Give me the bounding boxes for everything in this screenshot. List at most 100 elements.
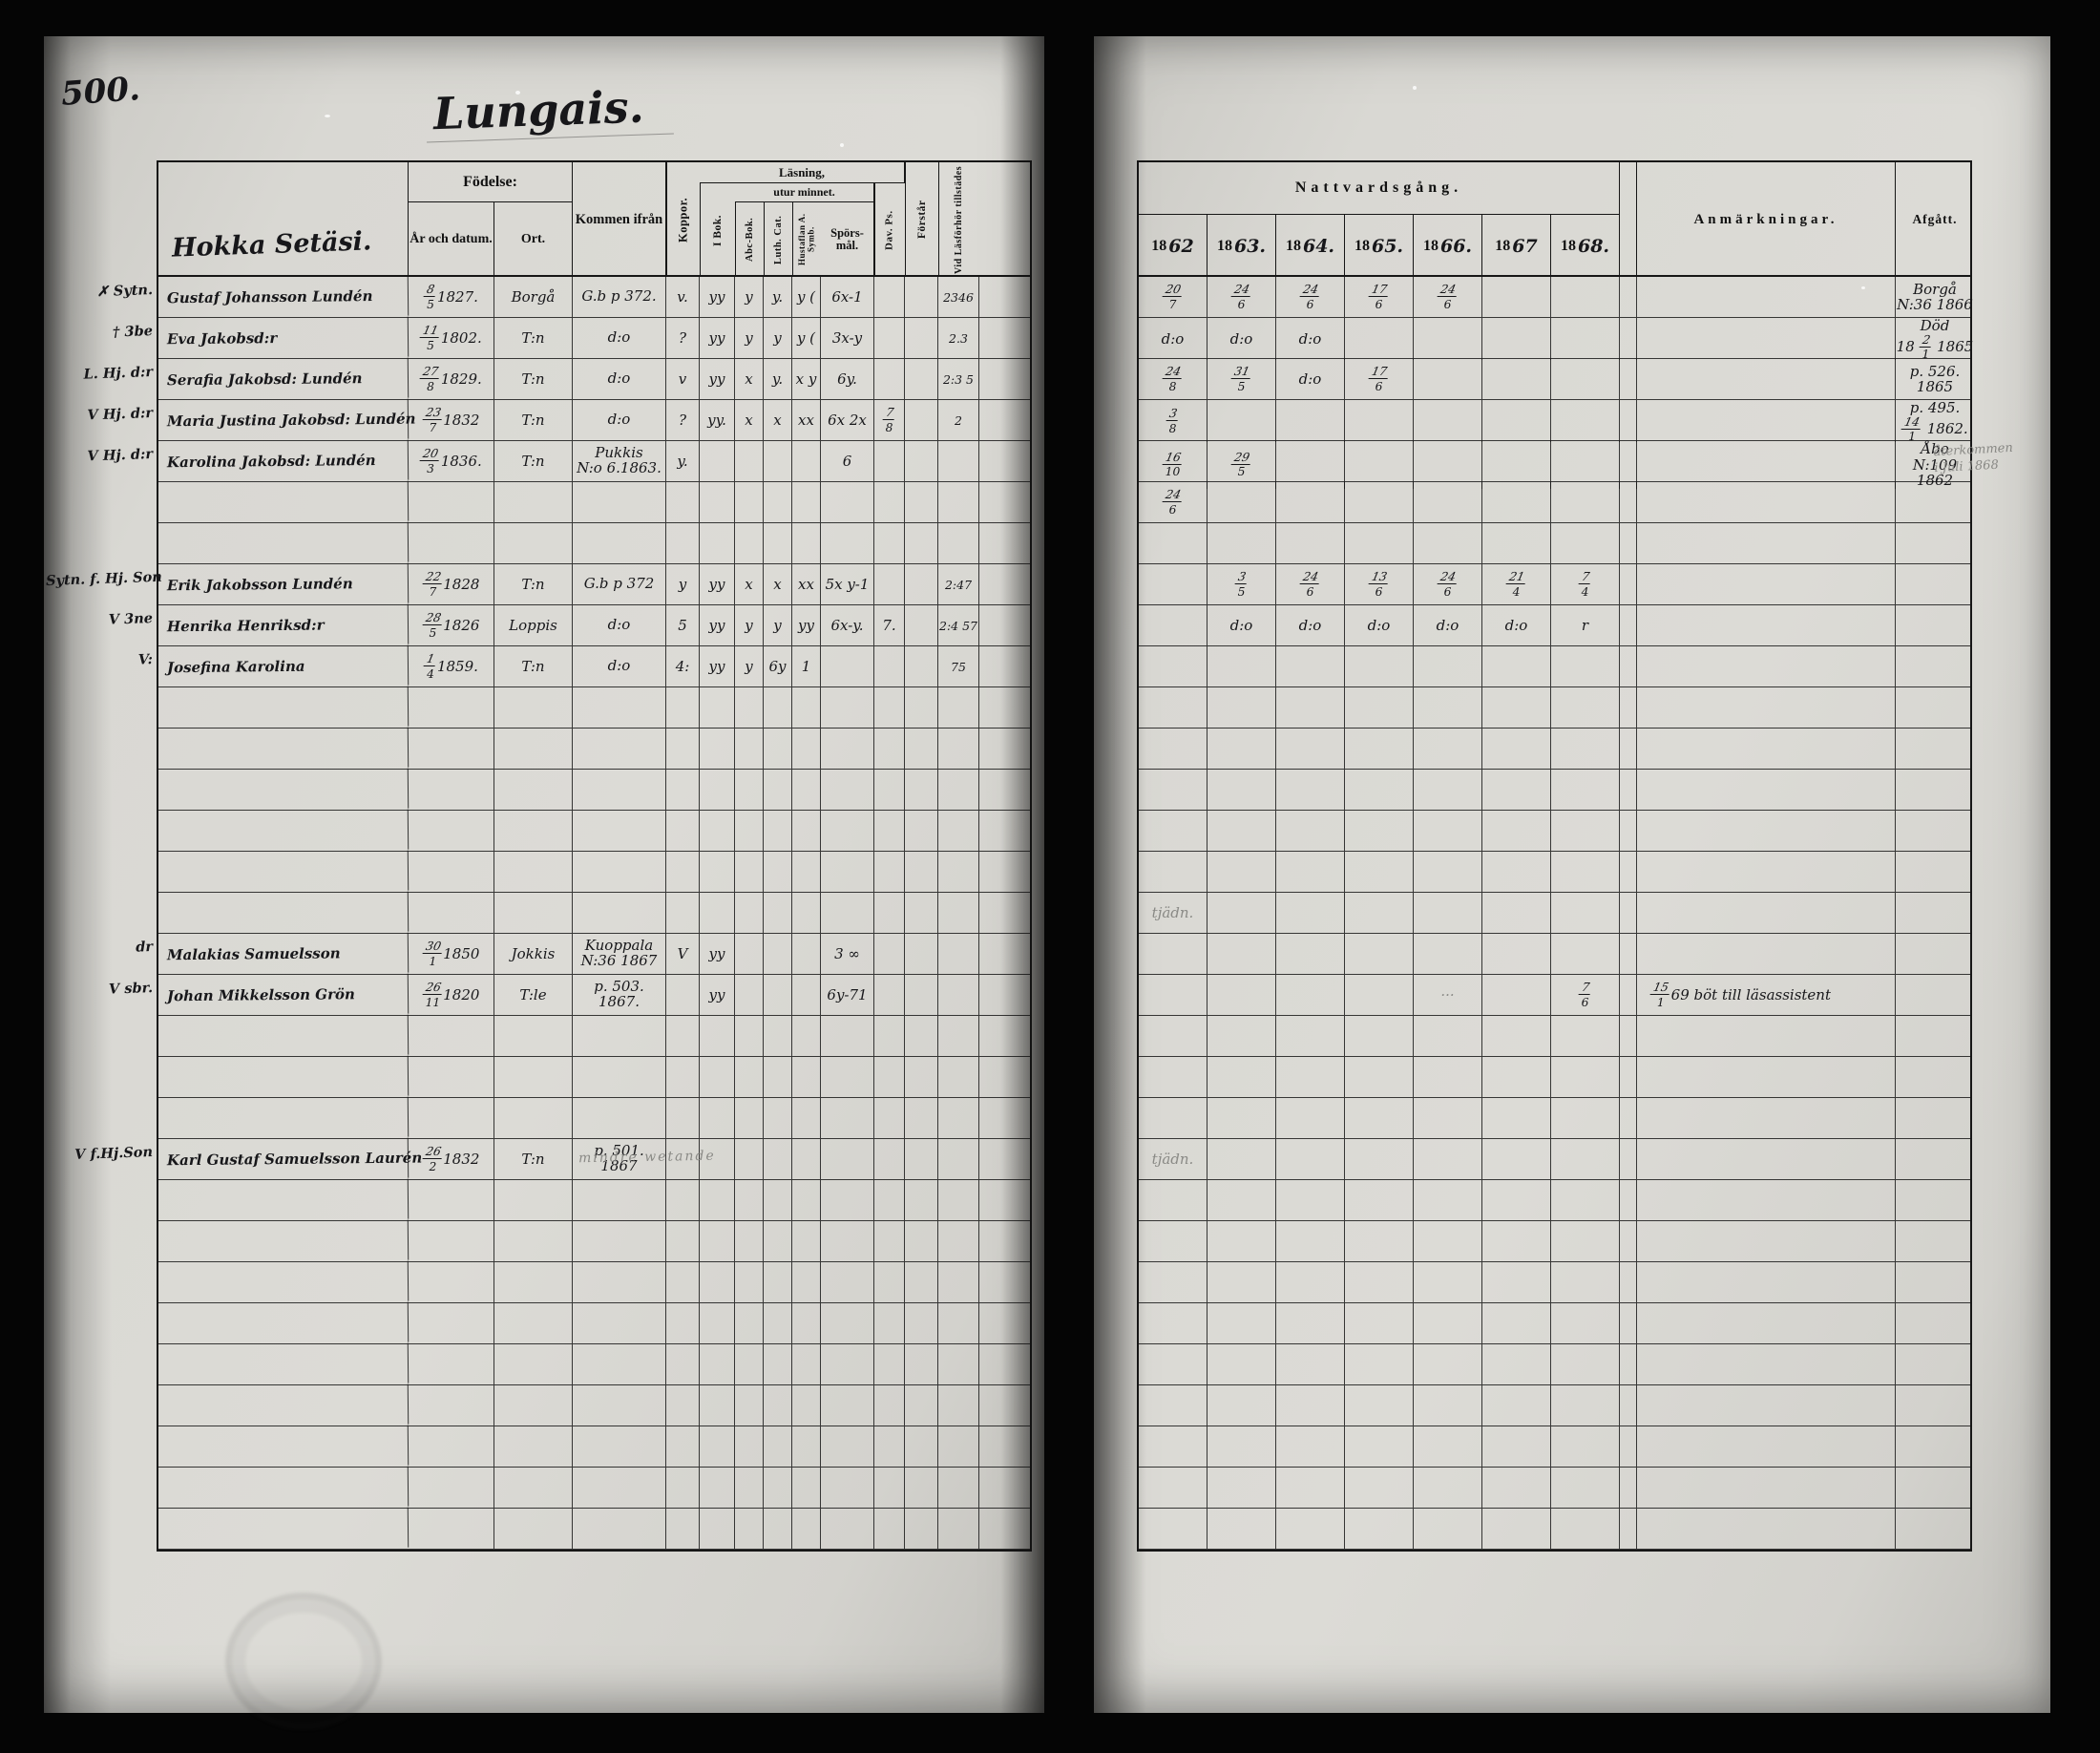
cell-ab: [735, 1221, 764, 1261]
cell-n: [158, 1342, 410, 1386]
cell-bp: [494, 482, 573, 522]
pencil-note-aterkommen: återkommen i Juli 1868: [1933, 440, 2014, 476]
table-row: Serafia Jakobsd: Lundén 27 8 1829. T:n d:o v y…: [158, 357, 1030, 401]
cell-ab: [735, 975, 764, 1015]
cell-sp: 5x y-1: [821, 564, 874, 604]
cell-n: [158, 891, 410, 935]
cell-year: [1482, 482, 1551, 522]
cell-vl: [938, 893, 979, 933]
cell-ib: [700, 852, 735, 892]
cell-year: [1414, 646, 1482, 686]
cell-bp: [494, 852, 573, 892]
cell-sp: [821, 646, 874, 686]
cell-bd: 11 5 1802.: [409, 318, 494, 358]
header-year-1865: 18 65.: [1345, 215, 1414, 277]
cell-vl: [938, 770, 979, 810]
cell-fs: [905, 811, 938, 851]
left-table-body: Gustaf Johansson Lundén 8 5 1827. Borgå G.b …: [158, 275, 1030, 1551]
cell-year: [1139, 1221, 1208, 1261]
cell-blank: [979, 482, 1034, 522]
cell-year: [1345, 482, 1414, 522]
cell-dv: [874, 359, 905, 399]
table-row: [158, 521, 1030, 565]
cell-ib: [700, 1221, 735, 1261]
table-row: [1139, 1016, 1970, 1057]
cell-fs: [905, 441, 938, 481]
cell-blank: [979, 934, 1034, 974]
cell-afgatt: [1896, 1303, 1974, 1343]
table-row: [158, 891, 1030, 935]
cell-year: [1208, 1057, 1276, 1097]
header-koppor: Koppor.: [666, 162, 700, 277]
cell-bp: T:n: [494, 318, 573, 358]
cell-anmarkning: [1637, 1262, 1896, 1302]
table-row: [158, 1055, 1030, 1099]
cell-hs: [792, 1344, 821, 1384]
cell-hs: [792, 1509, 821, 1549]
cell-year: [1551, 1303, 1620, 1343]
margin-note: Sytn. f. Hj. Son: [45, 568, 163, 589]
cell-year: [1208, 1509, 1276, 1549]
header-vid-lasforhor: Vid Läsförhör tillstädes: [938, 162, 979, 277]
cell-year: [1276, 482, 1345, 522]
cell-dv: [874, 1262, 905, 1302]
cell-year: [1276, 1221, 1345, 1261]
cell-year: [1414, 1468, 1482, 1508]
table-row: [1139, 687, 1970, 729]
cell-year: [1345, 646, 1414, 686]
cell-ib: [700, 1016, 735, 1056]
table-row: Erik Jakobsson Lundén 22 7 1828 T:n G.b p 37…: [158, 562, 1030, 606]
cell-ab: [735, 1262, 764, 1302]
cell-year: [1276, 975, 1345, 1015]
cell-year: [1139, 1057, 1208, 1097]
cell-ki: Kuoppala N:36 1867: [573, 934, 666, 974]
cell-blank: [979, 1139, 1034, 1179]
cell-ki: [573, 770, 666, 810]
cell-lc: [764, 1385, 792, 1426]
cell-ab: [735, 1426, 764, 1467]
cell-year: [1414, 523, 1482, 563]
cell-year: d:o: [1345, 605, 1414, 645]
cell-lc: [764, 811, 792, 851]
header-utur-minnet: utur minnet.: [735, 183, 874, 202]
cell-n: [158, 1055, 410, 1099]
cell-hs: 1: [792, 646, 821, 686]
cell-year: 31 5: [1208, 359, 1276, 399]
cell-vl: 2:47: [938, 564, 979, 604]
cell-ki: d:o: [573, 605, 666, 645]
cell-fs: [905, 770, 938, 810]
cell-ko: [666, 811, 700, 851]
cell-fs: [905, 482, 938, 522]
cell-year: [1208, 852, 1276, 892]
cell-hs: [792, 934, 821, 974]
cell-ko: [666, 687, 700, 728]
cell-blank: [979, 811, 1034, 851]
cell-sp: [821, 482, 874, 522]
cell-sp: 6x 2x: [821, 400, 874, 440]
cell-year: [1276, 1057, 1345, 1097]
cell-bd: 20 3 1836.: [409, 441, 494, 481]
cell-year: d:o: [1276, 359, 1345, 399]
cell-year: [1139, 729, 1208, 769]
table-row: [1139, 1344, 1970, 1385]
cell-fs: [905, 277, 938, 317]
cell-anmarkning: [1637, 934, 1896, 974]
cell-year: [1276, 852, 1345, 892]
cell-year: [1208, 523, 1276, 563]
cell-ko: [666, 1139, 700, 1179]
cell-year: [1551, 1385, 1620, 1426]
cell-bp: [494, 1426, 573, 1467]
cell-year: [1551, 729, 1620, 769]
cell-year: [1482, 729, 1551, 769]
cell-year: [1345, 1385, 1414, 1426]
cell-afgatt: Borgå N:36 1866: [1897, 280, 1973, 313]
header-year-1862: 18 62: [1139, 215, 1208, 277]
header-abc-bok: Abc-Bok.: [735, 202, 764, 277]
cell-year: [1139, 1262, 1208, 1302]
cell-year: [1551, 277, 1620, 317]
cell-gap: [1620, 1057, 1637, 1097]
cell-year: [1276, 1098, 1345, 1138]
